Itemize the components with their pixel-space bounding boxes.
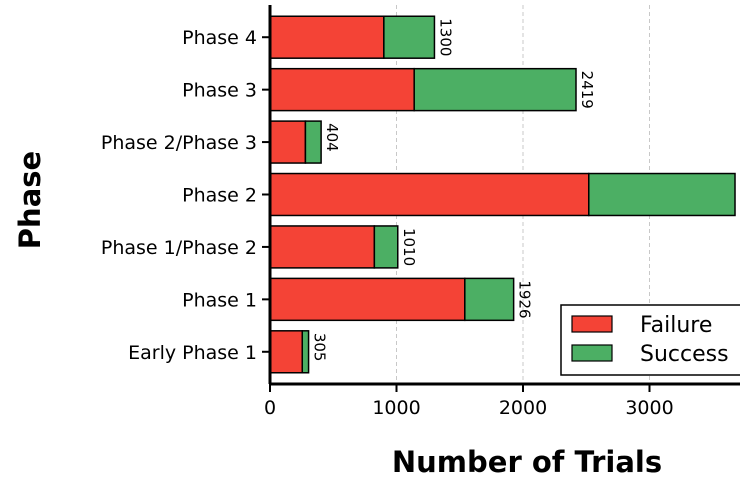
bar-success <box>373 225 399 269</box>
y-tick-label: Phase 3 <box>182 80 257 102</box>
data-labels-group: 1300 2419 404 3676 1010 1926 305 <box>311 18 740 361</box>
total-data-label: 1010 <box>400 228 418 266</box>
bar-success <box>413 67 577 112</box>
x-tick-label: 1000 <box>372 397 420 419</box>
y-tick-label: Early Phase 1 <box>128 342 257 364</box>
y-axis-title: Phase <box>13 151 47 249</box>
bar-success <box>304 120 322 164</box>
y-tick-label: Phase 2 <box>182 185 257 207</box>
total-data-label: 1926 <box>516 280 534 318</box>
bar-success <box>301 330 310 374</box>
legend-swatch-failure <box>571 315 613 333</box>
x-axis-title: Number of Trials <box>392 445 662 479</box>
total-data-label: 305 <box>311 333 329 362</box>
y-tick-label: Phase 1 <box>182 289 257 311</box>
total-data-label: 1300 <box>436 18 454 56</box>
x-ticks-group: 0 1000 2000 3000 <box>264 384 674 419</box>
bar-success <box>383 15 436 59</box>
y-tick-label: Phase 1/Phase 2 <box>101 237 257 259</box>
legend-swatch-success <box>571 344 613 362</box>
total-data-label: 404 <box>323 123 341 152</box>
bars-group <box>269 15 736 374</box>
x-tick-label: 0 <box>264 397 276 419</box>
bar-failure <box>269 277 466 322</box>
x-tick-label: 3000 <box>625 397 673 419</box>
x-tick-label: 2000 <box>499 397 547 419</box>
y-ticks-group: Phase 4 Phase 3 Phase 2/Phase 3 Phase 2 Phas… <box>101 27 270 364</box>
bar-failure <box>269 330 304 374</box>
bar-failure <box>269 15 385 59</box>
bar-success <box>464 277 515 322</box>
bar-failure <box>269 120 307 164</box>
y-tick-label: Phase 2/Phase 3 <box>101 132 257 154</box>
legend-label-success: Success <box>640 342 729 367</box>
total-data-label: 3676 <box>737 176 740 214</box>
y-tick-label: Phase 4 <box>182 27 257 49</box>
total-data-label: 2419 <box>578 71 596 109</box>
bar-failure <box>269 67 415 112</box>
bar-failure <box>269 225 376 269</box>
bar-success <box>588 172 736 217</box>
bar-failure <box>269 172 590 217</box>
legend: Failure Success <box>560 304 740 376</box>
legend-label-failure: Failure <box>640 313 712 338</box>
